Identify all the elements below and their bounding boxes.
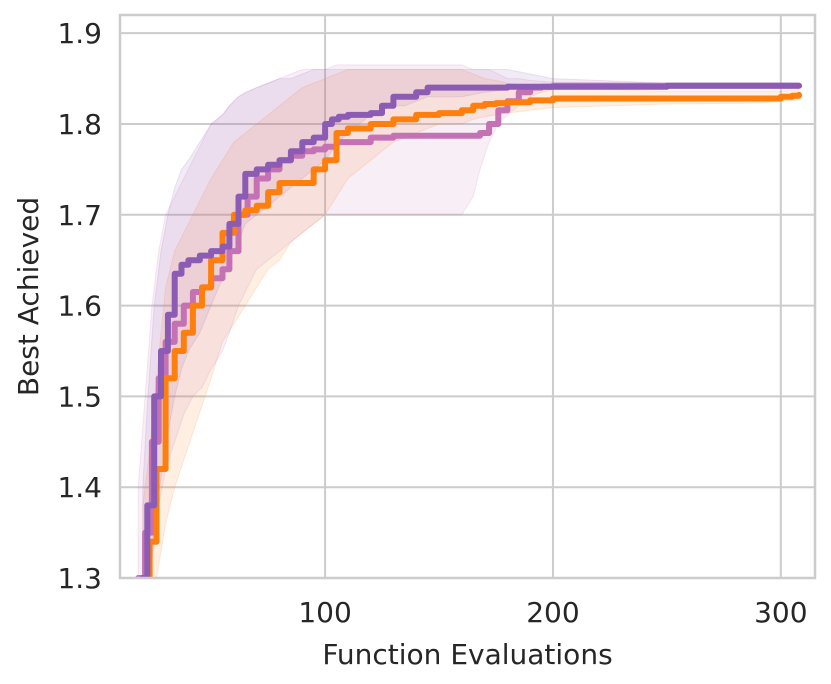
y-tick-label: 1.3	[57, 562, 102, 595]
y-tick-label: 1.6	[57, 290, 102, 323]
x-axis-label: Function Evaluations	[322, 638, 612, 671]
x-tick-label: 300	[754, 596, 807, 629]
y-axis-label: Best Achieved	[12, 197, 45, 396]
plot-frame	[118, 13, 817, 580]
line-purple	[139, 82, 802, 578]
tick-labels: 100 200 300 1.3 1.4 1.5 1.6 1.7 1.8 1.9	[57, 17, 807, 629]
y-tick-label: 1.9	[57, 17, 102, 50]
y-tick-label: 1.8	[57, 108, 102, 141]
x-tick-label: 200	[526, 596, 579, 629]
y-tick-label: 1.5	[57, 380, 102, 413]
y-tick-label: 1.7	[57, 199, 102, 232]
line-pink	[135, 82, 802, 578]
line-orange	[139, 91, 802, 578]
y-tick-label: 1.4	[57, 471, 102, 504]
x-tick-label: 100	[298, 596, 351, 629]
series-lines	[135, 82, 802, 578]
band-orange	[142, 69, 800, 578]
